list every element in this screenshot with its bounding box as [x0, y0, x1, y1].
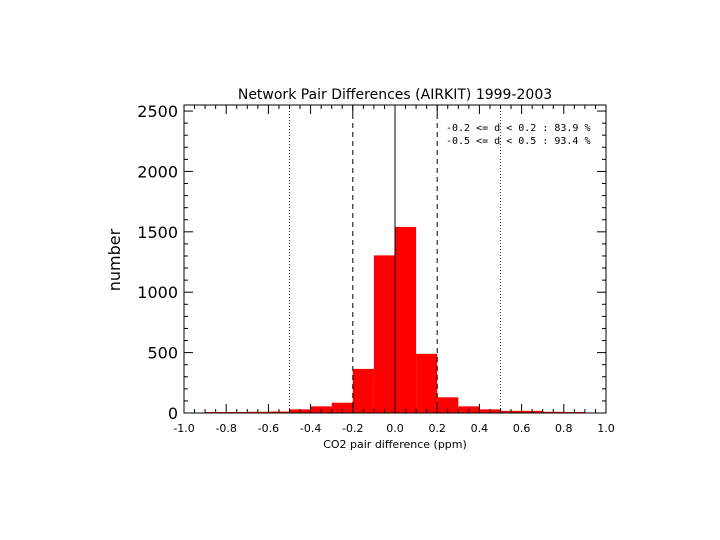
annotation-range-0-2: -0.2 <= d < 0.2 : 83.9 %: [446, 123, 591, 134]
x-tick-label: -0.2: [342, 422, 363, 435]
y-tick-label: 500: [147, 344, 178, 363]
x-tick-label: 0.0: [386, 422, 404, 435]
bar-9: [373, 255, 395, 413]
y-tick-label: 1500: [137, 223, 178, 242]
x-axis-label: CO2 pair difference (ppm): [323, 438, 467, 451]
bar-10: [395, 226, 417, 413]
x-tick-label: -0.6: [258, 422, 279, 435]
x-tick-label: 0.2: [428, 422, 446, 435]
x-tick-label: -1.0: [173, 422, 194, 435]
y-tick-label: 0: [168, 404, 178, 423]
y-axis-label: number: [105, 228, 124, 291]
chart-title: Network Pair Differences (AIRKIT) 1999-2…: [238, 87, 552, 103]
x-tick-label: -0.8: [215, 422, 236, 435]
x-tick-label: 0.6: [513, 422, 531, 435]
x-tick-label: 1.0: [597, 422, 615, 435]
annotation-range-0-5: -0.5 <= d < 0.5 : 93.4 %: [446, 136, 591, 147]
x-tick-label: 0.8: [555, 422, 573, 435]
bar-11: [416, 353, 438, 413]
y-axis: 0 500 1000 1500 2000 2500: [137, 102, 606, 423]
reference-lines-group: [289, 105, 501, 413]
bar-12: [437, 397, 459, 413]
bar-7: [331, 402, 353, 413]
bar-8: [352, 368, 374, 413]
y-tick-label: 2500: [137, 102, 178, 121]
y-tick-label: 2000: [137, 162, 178, 181]
x-axis: -1.0 -0.8 -0.6 -0.4 -0.2 0.0 0.2 0.4 0.6 0.8 1.0: [173, 105, 615, 435]
y-tick-label: 1000: [137, 283, 178, 302]
x-tick-label: 0.4: [471, 422, 489, 435]
x-tick-label: -0.4: [300, 422, 321, 435]
